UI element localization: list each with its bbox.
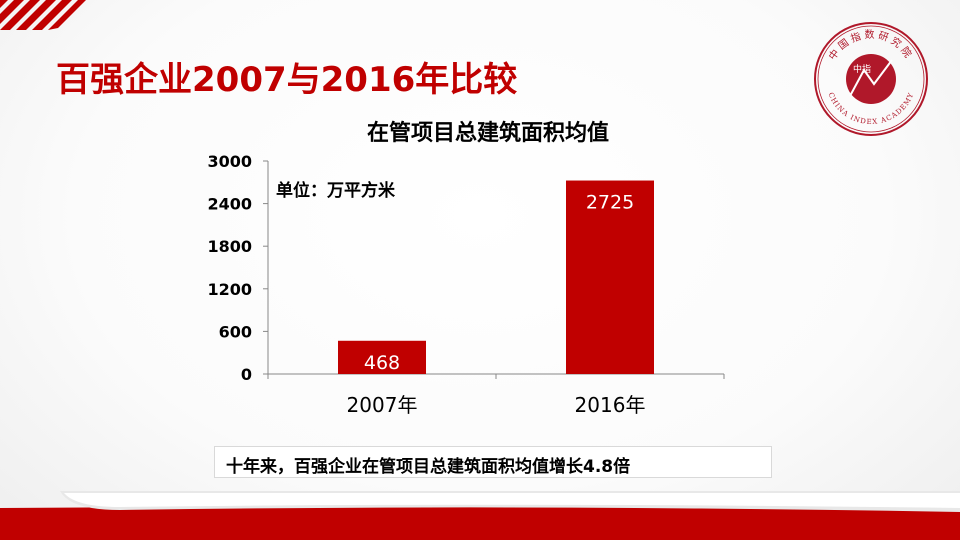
slide-title: 百强企业2007与2016年比较 — [56, 60, 518, 100]
bar-1 — [566, 180, 654, 374]
unit-label: 单位：万平方米 — [276, 180, 396, 201]
y-tick-label: 600 — [219, 322, 252, 341]
corner-stripes-decoration — [0, 0, 86, 30]
seal-center-text: 中指 — [853, 63, 871, 75]
y-tick-label: 3000 — [207, 152, 252, 171]
chart-axes: 0 600 1200 1800 2400 3000 2007年 2016年 — [207, 152, 725, 417]
summary-box — [214, 446, 772, 478]
data-label: 2725 — [586, 192, 634, 214]
y-tick-label: 1200 — [207, 280, 252, 299]
y-tick-label: 0 — [241, 365, 252, 384]
y-tick-label: 2400 — [207, 195, 252, 214]
x-tick-label: 2016年 — [575, 393, 646, 417]
chart-bars: 468 2725 — [338, 180, 654, 374]
footer-decoration — [0, 491, 960, 540]
china-index-academy-logo: 中国指数研究院 CHINA INDEX ACADEMY 中指 — [814, 22, 928, 136]
bar-0 — [338, 340, 426, 374]
data-label: 468 — [364, 352, 400, 374]
summary-text: 十年来，百强企业在管项目总建筑面积均值增长4.8倍 — [226, 457, 631, 477]
y-tick-label: 1800 — [207, 237, 252, 256]
chart-title: 在管项目总建筑面积均值 — [367, 120, 609, 146]
x-tick-label: 2007年 — [347, 393, 418, 417]
